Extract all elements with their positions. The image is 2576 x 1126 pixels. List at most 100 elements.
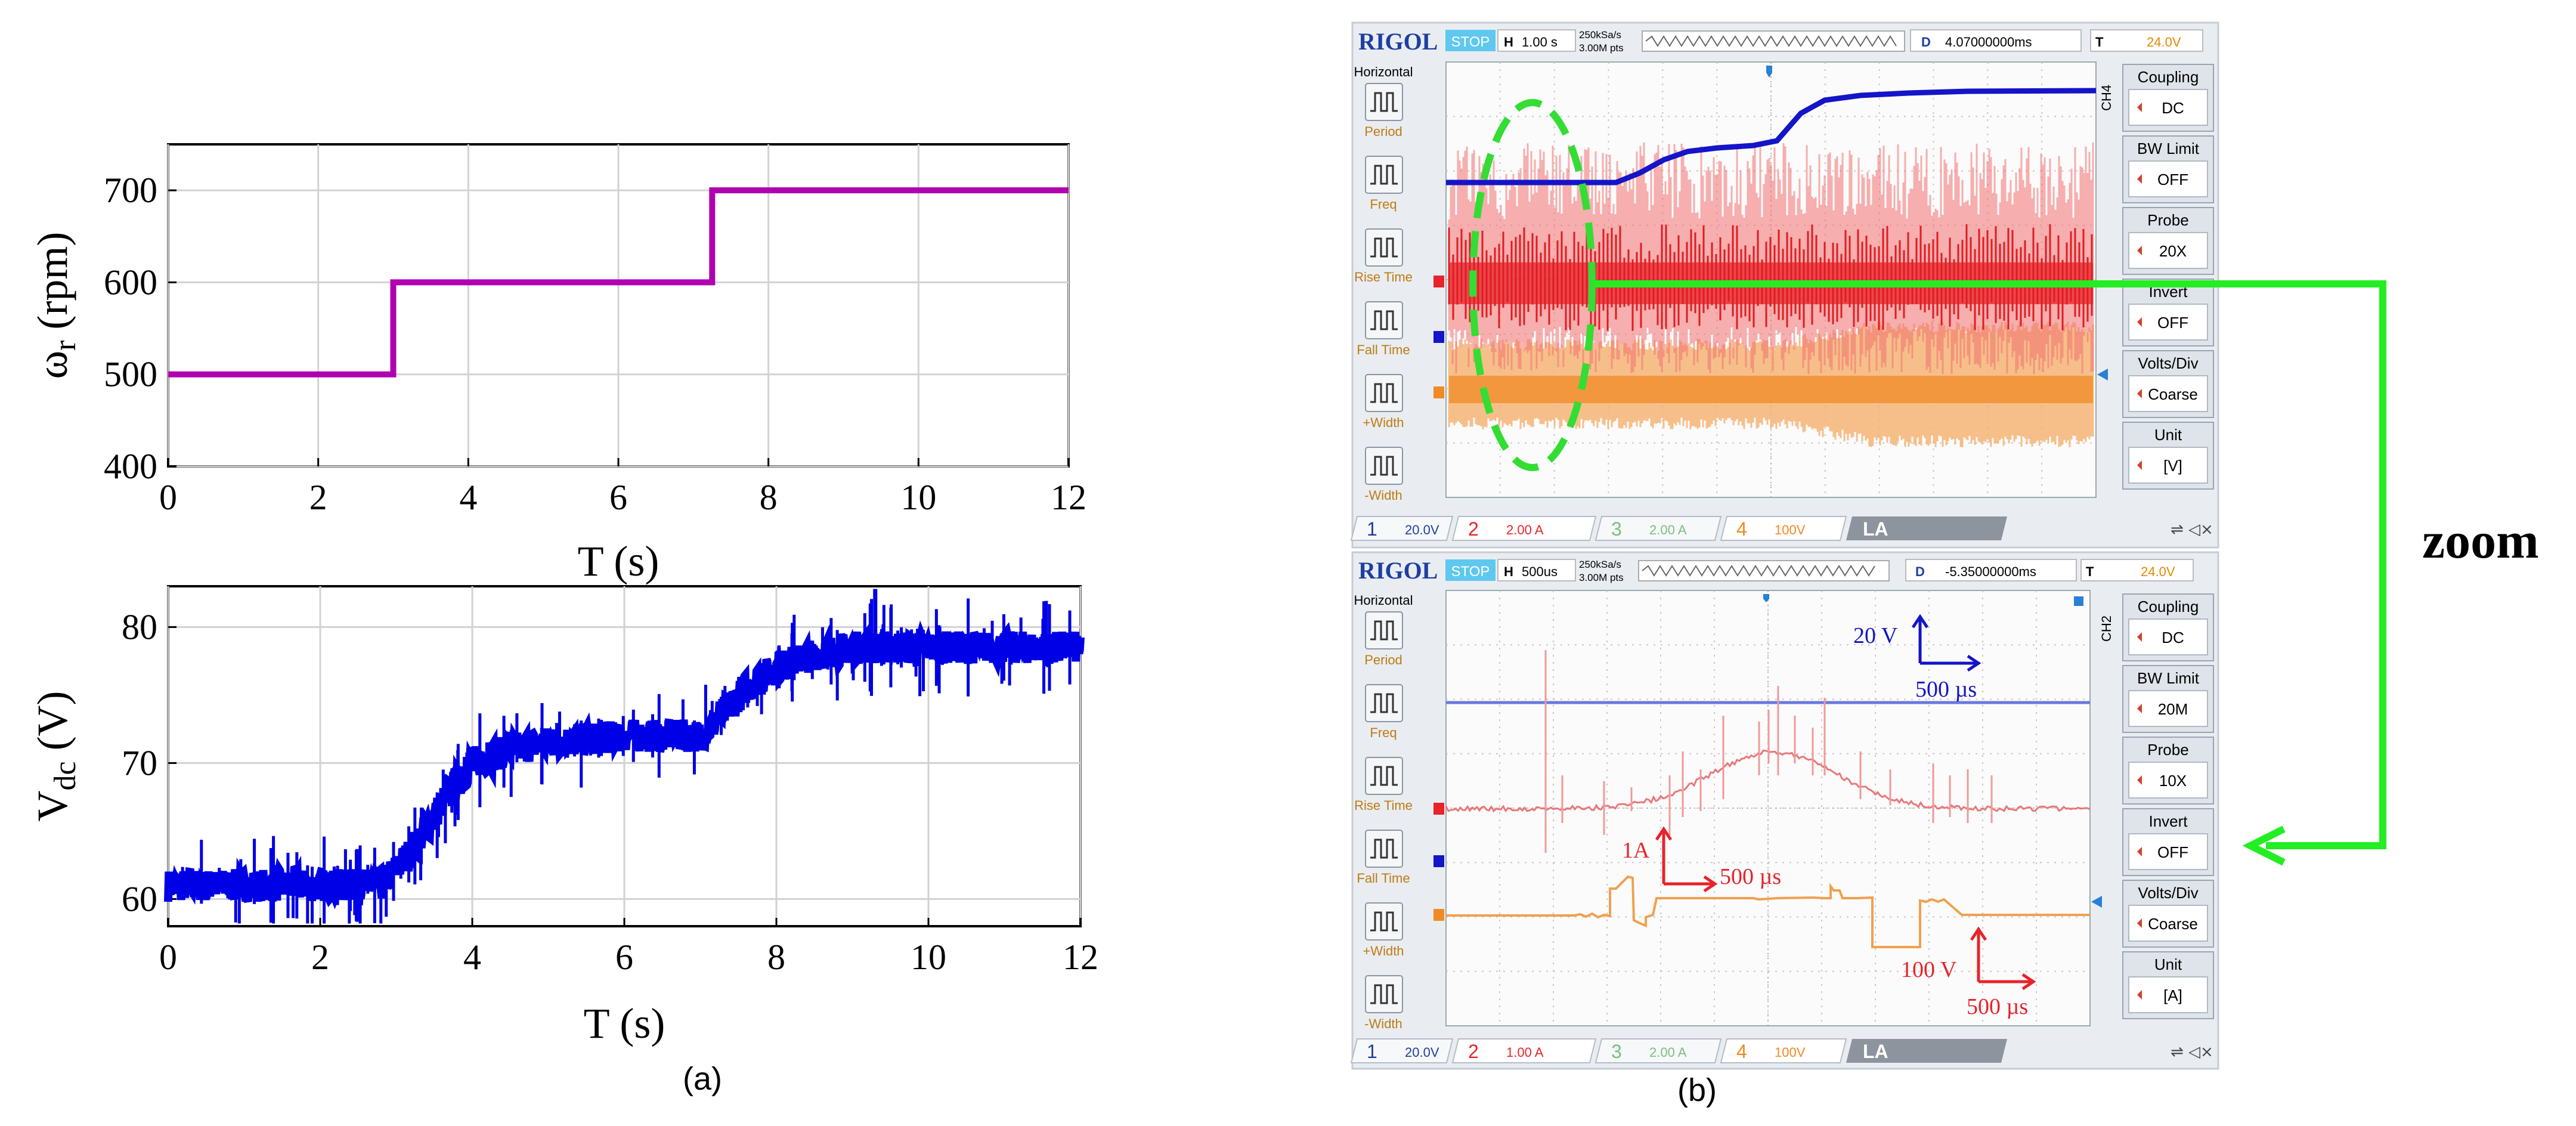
scope-top-left-btn-frame[interactable] [1365, 374, 1403, 412]
scope-bottom-right-btn-value: Coarse [2148, 915, 2198, 933]
scope-bottom-la-bg[interactable] [1846, 1039, 2007, 1063]
scope-bottom-left-btn-label: +Width [1363, 944, 1404, 958]
scope-top-left-btn[interactable]: Period [1364, 83, 1403, 139]
omega-ylabel-main: ω [29, 351, 76, 379]
scope-top-h-field [1497, 29, 1576, 52]
scope-top-ch1-marker [1433, 331, 1444, 343]
scope-top-h-key: H [1504, 35, 1513, 50]
scope-top-right-btn-value-box [2128, 89, 2208, 126]
scope-bottom-channel-tab-bg[interactable] [1350, 1038, 1454, 1063]
scope-bottom-memory-wave [1642, 565, 1875, 577]
vdc-ticks: 0 2 4 6 8 10 12 60 70 80 [122, 607, 1098, 977]
scope-top-channel-tab[interactable]: 1 20.0V [1350, 516, 1454, 541]
omega-ytick-label: 600 [104, 262, 157, 302]
scope-bottom-left-menu-title: Horizontal [1354, 593, 1413, 608]
scope-top-left-btn-frame[interactable] [1365, 228, 1403, 267]
scope-bottom-left-btn[interactable]: +Width [1363, 902, 1404, 958]
scope-top-channel-tab-bg[interactable] [1451, 516, 1597, 541]
scope-bottom-right-btn[interactable]: Probe 10X [2122, 737, 2214, 805]
scope-top-left-btn[interactable]: Fall Time [1357, 301, 1410, 357]
scope-bottom-channel-tab-bg[interactable] [1451, 1038, 1597, 1063]
scope-bottom-status: STOP [1451, 564, 1490, 580]
vdc-xtick-label: 8 [767, 938, 785, 977]
scope-bottom-channel-tab[interactable]: 2 1.00 A [1451, 1038, 1597, 1063]
measure-icon [1370, 839, 1398, 859]
scope-top-left-btn[interactable]: +Width [1363, 374, 1404, 430]
scope-bottom-left-btn-label: Freq [1370, 725, 1397, 740]
scope-bottom-right-btn-title: Coupling [2138, 598, 2199, 615]
scope-bottom-left-btn-frame[interactable] [1365, 975, 1403, 1013]
scope-top-left-menu-title: Horizontal [1354, 64, 1413, 79]
scope-top-trigger-marker [1766, 66, 1772, 78]
scope-bottom-channel-tab[interactable]: 4 100V [1720, 1038, 1847, 1063]
measure-icon [1370, 911, 1398, 932]
scale-blue-time: 500 µs [1915, 677, 1977, 702]
scope-top-channel-tab[interactable]: 4 100V [1720, 516, 1847, 541]
arrow-left-icon [2137, 847, 2142, 856]
scope-bottom-delay: -5.35000000ms [1945, 564, 2036, 579]
scope-bottom-channel-bar: 1 20.0V 2 1.00 A 3 2.00 A 4 100V LA ⇌ ◁× [1350, 1038, 2213, 1063]
scope-top-channel-tab-bg[interactable] [1350, 516, 1454, 541]
scope-bottom-left-btn[interactable]: Period [1364, 611, 1403, 667]
scope-bottom-la-tab[interactable]: LA [1846, 1039, 2007, 1063]
scope-top-channel-tab[interactable]: 2 2.00 A [1451, 516, 1597, 541]
scope-bottom-channel-tab[interactable]: 3 2.00 A [1594, 1038, 1722, 1063]
scope-top-right-btn[interactable]: BW Limit OFF [2122, 135, 2214, 203]
scope-top-right-btn[interactable]: Probe 20X [2122, 207, 2214, 275]
scope-bottom-left-btn[interactable]: Rise Time [1354, 757, 1413, 813]
scope-top-right-btn-value: OFF [2157, 171, 2188, 188]
scope-bottom-left-btn-frame[interactable] [1365, 902, 1403, 941]
scope-top-left-btn[interactable]: Rise Time [1354, 228, 1413, 284]
scope-bottom-right-btn-title: Probe [2147, 741, 2188, 759]
scope-top-right-btn[interactable]: Unit [V] [2122, 422, 2214, 490]
scope-bottom-status-badge [1445, 559, 1496, 581]
zoom-arrow-head [2242, 825, 2286, 866]
scope-top-d-key: D [1921, 35, 1931, 50]
scope-bottom-channel-tab-bg[interactable] [1720, 1038, 1847, 1063]
usb-speaker-icon: ⇌ ◁× [2171, 1043, 2213, 1061]
scope-top-left-btn[interactable]: Freq [1365, 156, 1403, 212]
scope-bottom-left-btn[interactable]: Freq [1365, 684, 1403, 740]
scope-bottom-right-btn[interactable]: Unit [A] [2122, 951, 2214, 1019]
scope-bottom-right-btn[interactable]: Volts/Div Coarse [2122, 880, 2214, 948]
scope-bottom-channel-tab-bg[interactable] [1594, 1038, 1722, 1063]
scope-top-left-btn-frame[interactable] [1365, 447, 1403, 485]
scope-bottom-rate-1: 250kSa/s [1579, 559, 1621, 570]
scope-top-right-btn[interactable]: Volts/Div Coarse [2122, 350, 2214, 418]
scope-bottom-right-btn[interactable]: Invert OFF [2122, 808, 2214, 876]
scope-top-channel-tab[interactable]: 3 2.00 A [1594, 516, 1722, 541]
omega-xtick-label: 2 [309, 478, 327, 517]
scope-bottom-right-btn-value: 20M [2158, 700, 2188, 718]
zoom-arrow-line [1594, 280, 2386, 849]
omega-xtick-label: 10 [900, 478, 936, 517]
scope-top-left-btn-frame[interactable] [1365, 83, 1403, 121]
scope-bottom-channel-tab[interactable]: 1 20.0V [1350, 1038, 1454, 1063]
scope-top: RIGOL STOP H 1.00 s 250kSa/s 3.00M pts D… [1350, 21, 2219, 549]
scope-bottom-left-btn[interactable]: -Width [1364, 975, 1403, 1031]
scope-bottom-left-btn[interactable]: Fall Time [1357, 830, 1410, 886]
scope-top-channel-tab-bg[interactable] [1594, 516, 1722, 541]
arrow-left-icon [2137, 460, 2142, 470]
scope-top-channel-tab-bg[interactable] [1720, 516, 1847, 541]
scope-bottom-right-btn-title: Unit [2154, 955, 2182, 973]
scope-bottom-t-key: T [2086, 564, 2094, 579]
scope-top-left-btn-frame[interactable] [1365, 156, 1403, 194]
scope-top-t-field [2090, 29, 2203, 52]
scope-bottom-right-btn[interactable]: BW Limit 20M [2122, 665, 2214, 733]
scope-top-la-tab[interactable]: LA [1846, 516, 2007, 540]
scope-bottom-trace-ch2 [1445, 650, 2091, 853]
scope-top-right-btn[interactable]: Coupling DC [2122, 64, 2214, 132]
omega-ylabel-sub: r [48, 341, 82, 351]
scope-bottom-right-btn[interactable]: Coupling DC [2122, 593, 2214, 661]
scope-bottom-left-btn-frame[interactable] [1365, 757, 1403, 795]
scope-top-la-bg[interactable] [1846, 516, 2007, 540]
scope-top-left-btn[interactable]: -Width [1364, 447, 1403, 503]
omega-xtick-label: 6 [609, 478, 627, 517]
scope-bottom-left-btn-frame[interactable] [1365, 684, 1403, 722]
scope-bottom-left-btn-frame[interactable] [1365, 830, 1403, 868]
scope-top-left-btn-frame[interactable] [1365, 301, 1403, 339]
scope-bottom-trigger-marker [1763, 594, 1769, 602]
scope-top-right-btn-title: Probe [2147, 211, 2188, 229]
scope-bottom-left-btn-frame[interactable] [1365, 611, 1403, 649]
